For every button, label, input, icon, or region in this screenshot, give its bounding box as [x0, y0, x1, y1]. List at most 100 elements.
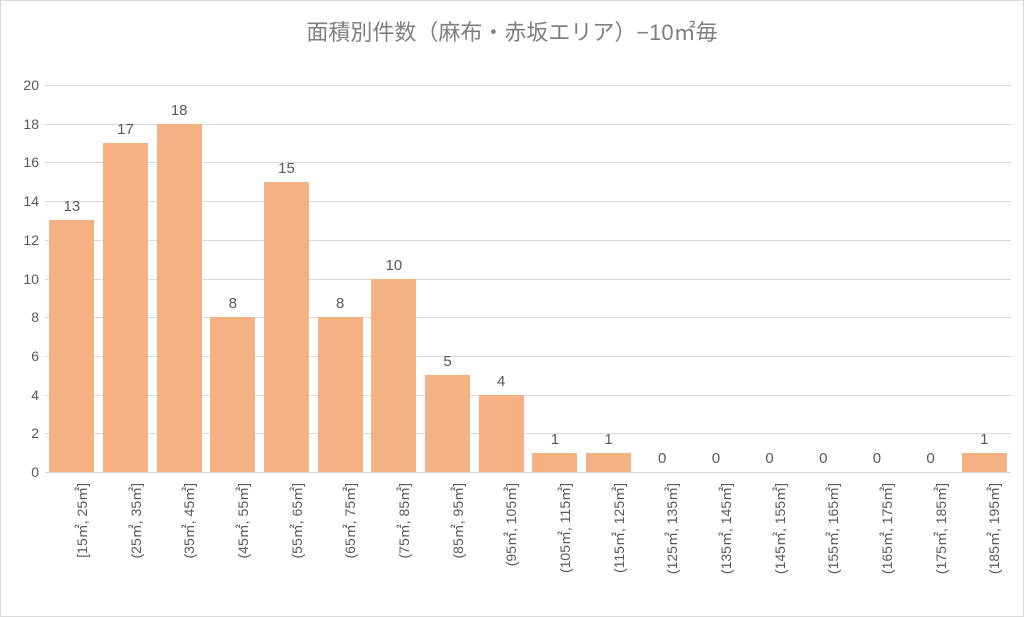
bar: 4	[479, 395, 524, 472]
bar-slot: 15	[260, 85, 314, 472]
x-label-slot: (125㎡, 135㎡]	[635, 479, 689, 608]
x-tick-label: (135㎡, 145㎡]	[716, 483, 736, 574]
x-label-slot: (65㎡, 75㎡]	[313, 479, 367, 608]
bar: 15	[264, 182, 309, 472]
x-label-slot: (35㎡, 45㎡]	[152, 479, 206, 608]
bar-value-label: 15	[278, 160, 295, 177]
bar: 13	[49, 220, 94, 472]
bar-value-label: 0	[658, 450, 666, 467]
bar: 1	[532, 453, 577, 472]
y-tick-label: 4	[11, 387, 39, 403]
y-tick-label: 20	[11, 77, 39, 93]
x-label-slot: (25㎡, 35㎡]	[99, 479, 153, 608]
bar-value-label: 8	[229, 295, 237, 312]
bar: 18	[157, 124, 202, 472]
bar-value-label: 13	[63, 198, 80, 215]
y-tick-label: 12	[11, 232, 39, 248]
bar-value-label: 0	[873, 450, 881, 467]
bar-slot: 8	[206, 85, 260, 472]
x-label-slot: (45㎡, 55㎡]	[206, 479, 260, 608]
x-label-slot: (55㎡, 65㎡]	[260, 479, 314, 608]
x-label-slot: (165㎡, 175㎡]	[850, 479, 904, 608]
x-tick-label: (45㎡, 55㎡]	[233, 483, 253, 558]
bar-slot: 1	[957, 85, 1011, 472]
grid-line	[45, 472, 1011, 473]
bar-value-label: 0	[926, 450, 934, 467]
x-tick-label: (105㎡, 115㎡]	[555, 483, 575, 573]
bar-value-label: 1	[551, 431, 559, 448]
bar-value-label: 0	[712, 450, 720, 467]
x-tick-label: (175㎡, 185㎡]	[931, 483, 951, 574]
bar-slot: 0	[689, 85, 743, 472]
x-label-slot: (175㎡, 185㎡]	[904, 479, 958, 608]
bar: 1	[586, 453, 631, 472]
bar: 8	[318, 317, 363, 472]
x-label-slot: (105㎡, 115㎡]	[528, 479, 582, 608]
bar-value-label: 0	[765, 450, 773, 467]
x-tick-label: (95㎡, 105㎡]	[501, 483, 521, 566]
bar-slot: 10	[367, 85, 421, 472]
bar-slot: 1	[582, 85, 636, 472]
y-tick-label: 14	[11, 193, 39, 209]
bar: 5	[425, 375, 470, 472]
histogram-chart: 面積別件数（麻布・赤坂エリア）−10㎡毎 02468101214161820 1…	[0, 0, 1024, 617]
bar-slot: 0	[796, 85, 850, 472]
bar-slot: 0	[743, 85, 797, 472]
x-tick-label: (145㎡, 155㎡]	[770, 483, 790, 574]
bar: 10	[371, 279, 416, 473]
x-tick-label: (185㎡, 195㎡]	[984, 483, 1004, 574]
y-tick-label: 18	[11, 116, 39, 132]
bar-value-label: 17	[117, 121, 134, 138]
bar-slot: 0	[850, 85, 904, 472]
x-label-slot: (115㎡, 125㎡]	[582, 479, 636, 608]
bars-group: 13171881581054110000001	[45, 85, 1011, 472]
x-label-slot: (145㎡, 155㎡]	[743, 479, 797, 608]
bar: 17	[103, 143, 148, 472]
bar-value-label: 0	[819, 450, 827, 467]
bar-value-label: 8	[336, 295, 344, 312]
y-tick-label: 6	[11, 348, 39, 364]
x-tick-label: (35㎡, 45㎡]	[179, 483, 199, 558]
y-tick-label: 2	[11, 425, 39, 441]
x-label-slot: (135㎡, 145㎡]	[689, 479, 743, 608]
x-label-slot: (155㎡, 165㎡]	[796, 479, 850, 608]
y-tick-label: 0	[11, 464, 39, 480]
x-label-slot: (85㎡, 95㎡]	[421, 479, 475, 608]
x-axis-labels: [15㎡, 25㎡] (25㎡, 35㎡] (35㎡, 45㎡] (45㎡, 55㎡]…	[45, 479, 1011, 608]
bar-slot: 5	[421, 85, 475, 472]
bar-value-label: 1	[980, 431, 988, 448]
y-tick-label: 8	[11, 309, 39, 325]
bar-slot: 1	[528, 85, 582, 472]
x-tick-label: (155㎡, 165㎡]	[823, 483, 843, 574]
bar-slot: 0	[635, 85, 689, 472]
bar-value-label: 4	[497, 373, 505, 390]
x-tick-label: (85㎡, 95㎡]	[448, 483, 468, 558]
x-tick-label: (115㎡, 125㎡]	[609, 483, 629, 573]
x-label-slot: [15㎡, 25㎡]	[45, 479, 99, 608]
bar-slot: 4	[474, 85, 528, 472]
chart-title: 面積別件数（麻布・赤坂エリア）−10㎡毎	[1, 1, 1023, 53]
x-tick-label: (55㎡, 65㎡]	[287, 483, 307, 558]
bar: 8	[210, 317, 255, 472]
x-tick-label: (165㎡, 175㎡]	[877, 483, 897, 574]
x-tick-label: (25㎡, 35㎡]	[126, 483, 146, 558]
bar-slot: 13	[45, 85, 99, 472]
plot-area: 02468101214161820 1317188158105411000000…	[45, 85, 1011, 473]
x-label-slot: (75㎡, 85㎡]	[367, 479, 421, 608]
bar-value-label: 18	[171, 102, 188, 119]
bar-value-label: 10	[386, 257, 403, 274]
x-tick-label: [15㎡, 25㎡]	[72, 483, 92, 558]
bar-slot: 8	[313, 85, 367, 472]
x-tick-label: (125㎡, 135㎡]	[662, 483, 682, 574]
y-tick-label: 16	[11, 154, 39, 170]
x-label-slot: (95㎡, 105㎡]	[474, 479, 528, 608]
bar-value-label: 1	[604, 431, 612, 448]
bar-slot: 17	[99, 85, 153, 472]
bar-slot: 0	[904, 85, 958, 472]
bar-value-label: 5	[443, 353, 451, 370]
bar-slot: 18	[152, 85, 206, 472]
bar: 1	[962, 453, 1007, 472]
x-tick-label: (75㎡, 85㎡]	[394, 483, 414, 558]
x-label-slot: (185㎡, 195㎡]	[957, 479, 1011, 608]
y-tick-label: 10	[11, 271, 39, 287]
